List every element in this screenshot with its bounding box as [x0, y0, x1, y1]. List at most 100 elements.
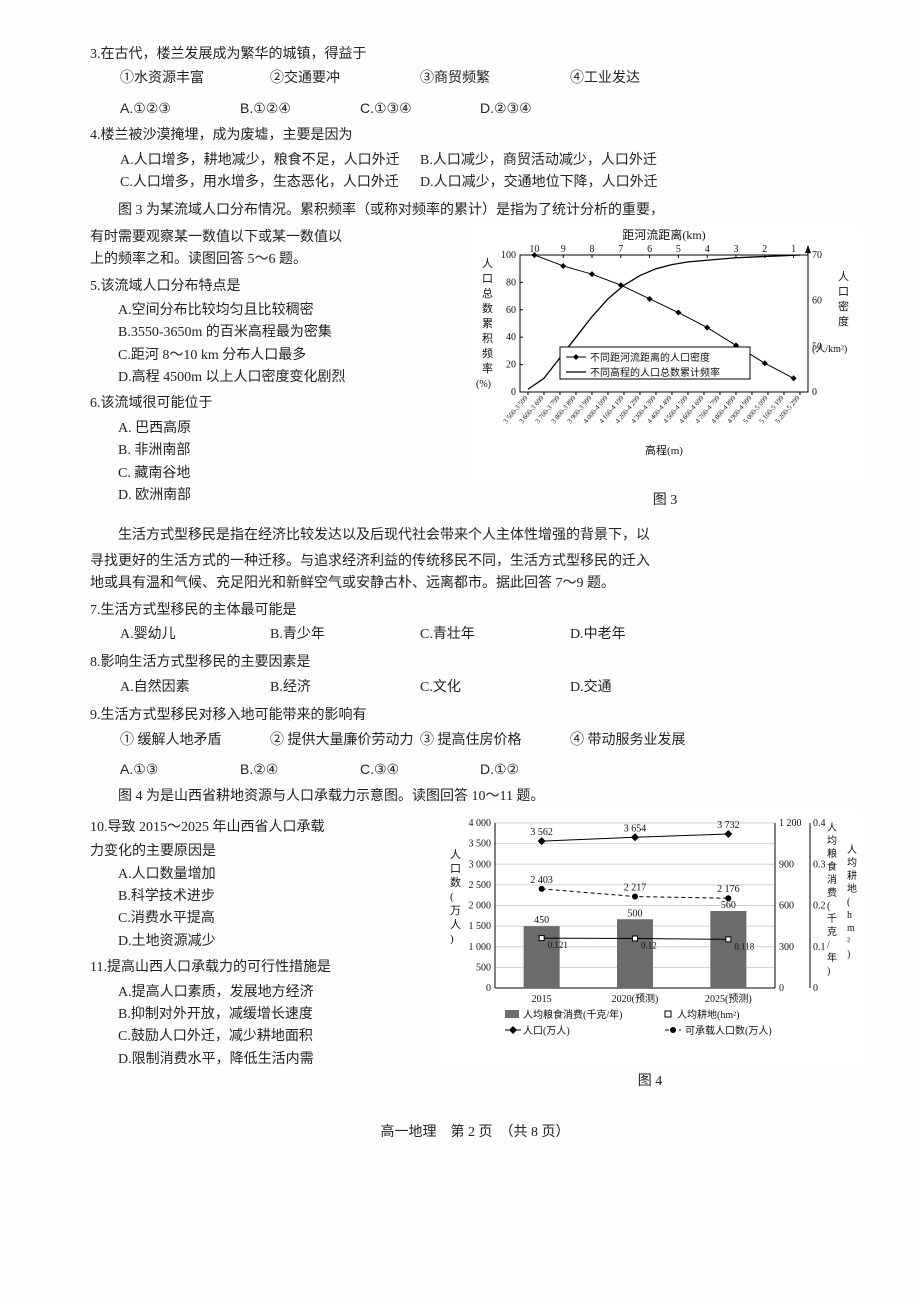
q10-opt-b: B.科学技术进步: [118, 886, 440, 908]
q9-opt-a: A.①③: [120, 758, 240, 780]
svg-text:总: 总: [482, 286, 493, 300]
q4-opt-b: B.人口减少，商贸活动减少，人口外迁: [420, 150, 720, 172]
svg-text:人: 人: [450, 918, 461, 931]
svg-text:3 654: 3 654: [624, 823, 647, 834]
svg-text:人: 人: [482, 257, 493, 270]
svg-text:2025(预测): 2025(预测): [705, 992, 752, 1005]
q3-item-4: ④工业发达: [570, 68, 720, 90]
svg-text:450: 450: [534, 915, 549, 926]
q6-opt-c: C. 藏南谷地: [118, 463, 470, 485]
svg-text:地: 地: [847, 882, 857, 895]
svg-text:0.4: 0.4: [813, 818, 826, 829]
svg-text:4: 4: [705, 244, 710, 255]
q5-stem: 5.该流域人口分布特点是: [90, 276, 470, 298]
ctx79-a: 生活方式型移民是指在经济比较发达以及后现代社会带来个人主体性增强的背景下，以: [118, 525, 860, 547]
svg-text:/: /: [827, 940, 830, 951]
q3-item-1: ①水资源丰富: [120, 68, 270, 90]
svg-text:60: 60: [506, 305, 516, 316]
svg-text:3 000: 3 000: [469, 859, 492, 870]
q6-opt-d: D. 欧洲南部: [118, 485, 470, 507]
svg-text:h: h: [847, 910, 852, 921]
svg-text:2 403: 2 403: [530, 875, 553, 886]
svg-text:2: 2: [762, 244, 767, 255]
svg-text:0: 0: [779, 983, 784, 994]
q11-opt-b: B.抑制对外开放，减缓增长速度: [118, 1004, 440, 1026]
svg-text:600: 600: [779, 900, 794, 911]
svg-text:费: 费: [827, 886, 837, 899]
svg-text:2 176: 2 176: [717, 884, 740, 895]
svg-text:20: 20: [506, 359, 516, 370]
q8-opt-a: A.自然因素: [120, 677, 270, 699]
figure-4: 4 0003 5003 0002 5002 0001 5001 0005000人…: [440, 813, 860, 1094]
svg-text:²: ²: [847, 936, 850, 947]
svg-text:100: 100: [501, 250, 516, 261]
fig3-caption: 图 3: [470, 490, 860, 512]
svg-text:累: 累: [482, 317, 493, 330]
q7-stem: 7.生活方式型移民的主体最可能是: [90, 600, 860, 622]
q3-opt-b: B.①②④: [240, 97, 360, 119]
svg-text:可承载人口数(万人): 可承载人口数(万人): [685, 1024, 772, 1037]
svg-text:率: 率: [482, 361, 493, 375]
svg-text:4 000: 4 000: [469, 818, 492, 829]
svg-text:2015: 2015: [532, 994, 552, 1005]
svg-text:0: 0: [813, 983, 818, 994]
svg-text:8: 8: [590, 244, 595, 255]
q3-stem: 3.在古代，楼兰发展成为繁华的城镇，得益于: [90, 44, 860, 66]
q3-item-3: ③商贸频繁: [420, 68, 570, 90]
svg-text:人: 人: [450, 848, 461, 861]
svg-text:高程(m): 高程(m): [645, 443, 683, 457]
svg-text:口: 口: [838, 286, 849, 298]
svg-text:): ): [847, 949, 850, 960]
q4-stem: 4.楼兰被沙漠掩埋，成为废墟，主要是因为: [90, 125, 860, 147]
svg-text:均: 均: [827, 835, 837, 847]
svg-text:3 732: 3 732: [717, 820, 740, 831]
svg-text:人: 人: [827, 822, 837, 834]
q7-opts: A.婴幼儿 B.青少年 C.青壮年 D.中老年: [120, 624, 860, 646]
svg-text:0.121: 0.121: [548, 940, 568, 950]
svg-text:(人/km²): (人/km²): [812, 343, 847, 355]
svg-text:(: (: [450, 891, 454, 903]
q7-opt-d: D.中老年: [570, 624, 720, 646]
q4-opt-c: C.人口增多，用水增多，生态恶化，人口外迁: [120, 172, 420, 194]
svg-text:万: 万: [450, 905, 461, 917]
q9-item-1: ① 缓解人地矛盾: [120, 730, 270, 752]
figure-3: 距河流距离(km)10987654321100806040200人口总数累积频率…: [470, 227, 860, 513]
svg-text:0: 0: [812, 387, 817, 398]
svg-text:口: 口: [450, 863, 461, 875]
svg-text:7: 7: [618, 244, 623, 255]
svg-text:2 000: 2 000: [469, 900, 492, 911]
q8-opt-d: D.交通: [570, 677, 720, 699]
svg-text:密: 密: [838, 299, 849, 313]
svg-text:均: 均: [847, 857, 857, 869]
svg-text:900: 900: [779, 859, 794, 870]
q9-opts: A.①③ B.②④ C.③④ D.①②: [120, 758, 860, 780]
page-footer: 高一地理 第 2 页 （共 8 页）: [90, 1122, 860, 1144]
q6-stem: 6.该流域很可能位于: [90, 393, 470, 415]
svg-text:80: 80: [506, 277, 516, 288]
svg-text:0.12: 0.12: [641, 940, 657, 950]
svg-text:1 200: 1 200: [779, 818, 802, 829]
svg-text:耕: 耕: [847, 869, 857, 882]
q9-stem: 9.生活方式型移民对移入地可能带来的影响有: [90, 705, 860, 727]
svg-text:距河流距离(km): 距河流距离(km): [622, 227, 705, 242]
svg-text:1 500: 1 500: [469, 921, 492, 932]
svg-text:数: 数: [450, 876, 461, 889]
q11-opt-c: C.鼓励人口外迁，减少耕地面积: [118, 1026, 440, 1048]
svg-text:人口(万人): 人口(万人): [523, 1025, 570, 1037]
svg-text:2 500: 2 500: [469, 880, 492, 891]
q3-opt-d: D.②③④: [480, 97, 600, 119]
q10-opt-c: C.消费水平提高: [118, 908, 440, 930]
q5-opt-b: B.3550-3650m 的百米高程最为密集: [118, 322, 470, 344]
svg-text:): ): [450, 933, 454, 945]
svg-text:60: 60: [812, 295, 822, 306]
svg-text:食: 食: [827, 860, 837, 873]
q6-opt-b: B. 非洲南部: [118, 440, 470, 462]
svg-text:频: 频: [482, 346, 493, 360]
q5-opt-a: A.空间分布比较均匀且比较稠密: [118, 300, 470, 322]
q7-opt-c: C.青壮年: [420, 624, 570, 646]
q3-opt-a: A.①②③: [120, 97, 240, 119]
q8-opt-b: B.经济: [270, 677, 420, 699]
svg-text:度: 度: [838, 314, 849, 328]
ctx56-a: 图 3 为某流域人口分布情况。累积频率（或称对频率的累计）是指为了统计分析的重要…: [118, 200, 860, 222]
q7-opt-a: A.婴幼儿: [120, 624, 270, 646]
